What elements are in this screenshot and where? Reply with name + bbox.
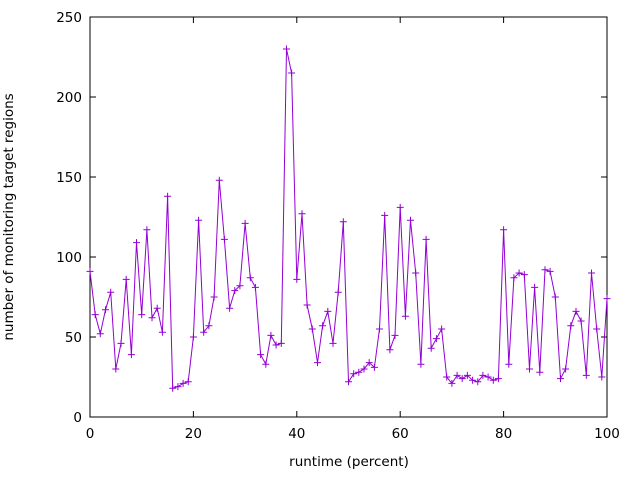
x-tick-label: 80 — [495, 426, 512, 442]
x-tick-label: 40 — [288, 426, 305, 442]
y-tick-label: 200 — [56, 90, 82, 106]
y-tick-label: 50 — [65, 330, 82, 346]
y-tick-label: 150 — [56, 170, 82, 186]
x-tick-label: 100 — [594, 426, 620, 442]
x-tick-label: 20 — [185, 426, 202, 442]
tick-marks — [89, 16, 608, 418]
y-tick-label: 100 — [56, 250, 82, 266]
axis-ticks — [89, 16, 608, 418]
y-axis-label: number of monitoring target regions — [1, 93, 17, 341]
data-line — [89, 48, 608, 389]
data-series — [86, 45, 611, 392]
x-tick-label: 60 — [392, 426, 409, 442]
y-tick-label: 0 — [73, 410, 82, 426]
y-tick-label: 250 — [56, 10, 82, 26]
tick-labels: 0 20 40 60 80 100 0 50 100 150 200 250 — [56, 10, 620, 442]
x-tick-label: 0 — [86, 426, 95, 442]
plot-frame — [89, 16, 608, 418]
data-point-markers — [86, 45, 611, 392]
x-axis-label: runtime (percent) — [289, 454, 409, 470]
